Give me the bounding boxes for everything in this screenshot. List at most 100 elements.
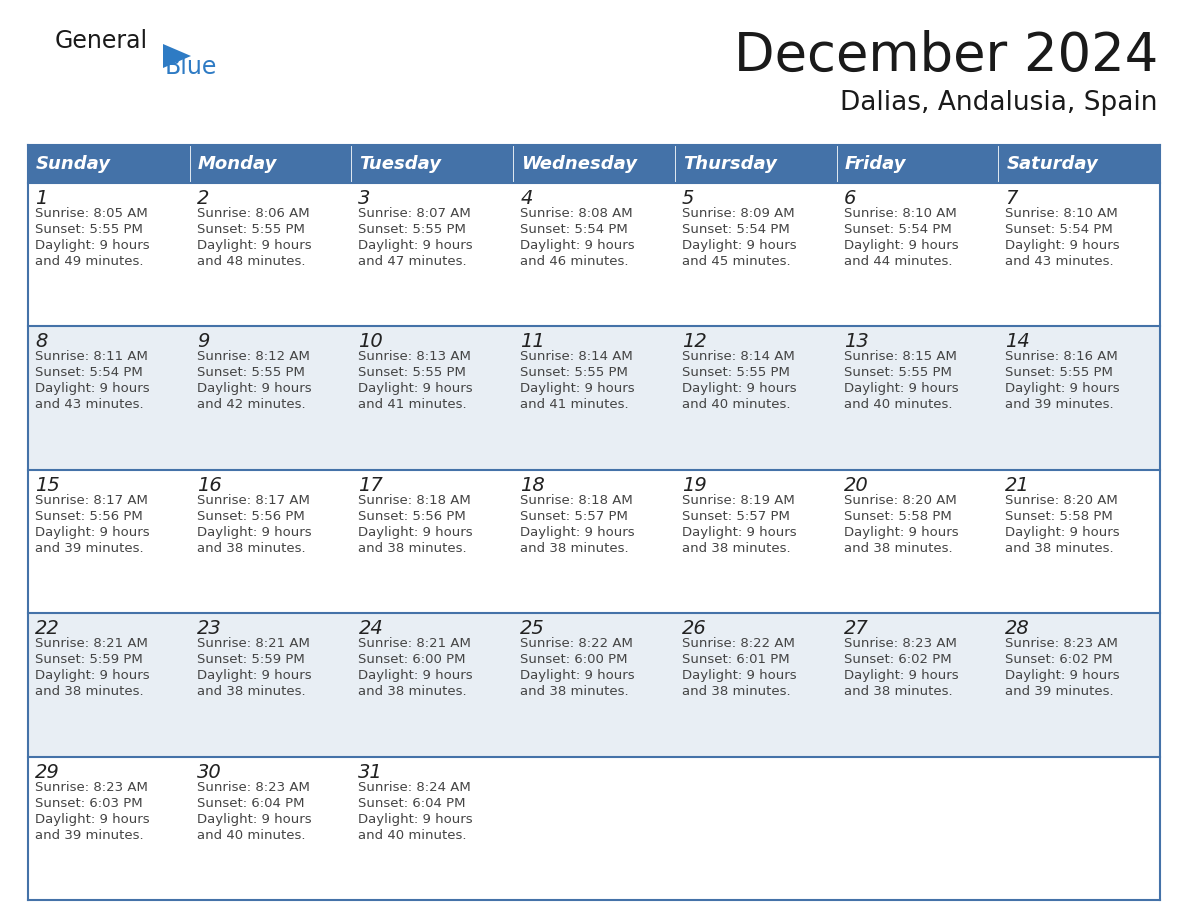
Bar — [998, 613, 1159, 756]
Text: Wednesday: Wednesday — [522, 155, 637, 173]
Bar — [352, 327, 513, 470]
Text: 24: 24 — [359, 620, 384, 638]
Text: Sunrise: 8:05 AM: Sunrise: 8:05 AM — [34, 207, 147, 220]
Text: and 38 minutes.: and 38 minutes. — [520, 685, 628, 699]
Bar — [352, 613, 513, 756]
Text: and 48 minutes.: and 48 minutes. — [197, 255, 305, 268]
Text: Sunset: 5:55 PM: Sunset: 5:55 PM — [34, 223, 143, 236]
Text: Daylight: 9 hours: Daylight: 9 hours — [359, 383, 473, 396]
Text: Sunrise: 8:08 AM: Sunrise: 8:08 AM — [520, 207, 633, 220]
Text: Daylight: 9 hours: Daylight: 9 hours — [197, 239, 311, 252]
Bar — [190, 470, 352, 613]
Text: Daylight: 9 hours: Daylight: 9 hours — [1005, 239, 1120, 252]
Text: Sunset: 6:00 PM: Sunset: 6:00 PM — [520, 654, 627, 666]
Text: Sunrise: 8:23 AM: Sunrise: 8:23 AM — [1005, 637, 1118, 650]
Text: Sunrise: 8:07 AM: Sunrise: 8:07 AM — [359, 207, 472, 220]
Text: and 40 minutes.: and 40 minutes. — [359, 829, 467, 842]
Text: Sunrise: 8:19 AM: Sunrise: 8:19 AM — [682, 494, 795, 507]
Text: Daylight: 9 hours: Daylight: 9 hours — [682, 669, 796, 682]
Text: Daylight: 9 hours: Daylight: 9 hours — [34, 669, 150, 682]
Text: Sunset: 5:58 PM: Sunset: 5:58 PM — [843, 509, 952, 522]
Text: 30: 30 — [197, 763, 221, 781]
Text: 22: 22 — [34, 620, 59, 638]
Bar — [190, 756, 352, 900]
Text: 1: 1 — [34, 189, 48, 208]
Polygon shape — [163, 44, 191, 68]
Text: 13: 13 — [843, 332, 868, 352]
Text: Sunset: 5:55 PM: Sunset: 5:55 PM — [1005, 366, 1113, 379]
Text: and 38 minutes.: and 38 minutes. — [843, 542, 953, 554]
Text: Sunrise: 8:14 AM: Sunrise: 8:14 AM — [520, 351, 633, 364]
Text: Daylight: 9 hours: Daylight: 9 hours — [843, 383, 959, 396]
Text: Daylight: 9 hours: Daylight: 9 hours — [34, 239, 150, 252]
Text: Sunset: 6:04 PM: Sunset: 6:04 PM — [359, 797, 466, 810]
Text: 18: 18 — [520, 476, 545, 495]
Text: Sunrise: 8:21 AM: Sunrise: 8:21 AM — [359, 637, 472, 650]
Bar — [29, 145, 190, 183]
Text: Sunset: 5:56 PM: Sunset: 5:56 PM — [34, 509, 143, 522]
Text: Sunset: 5:55 PM: Sunset: 5:55 PM — [682, 366, 790, 379]
Bar — [352, 470, 513, 613]
Text: Dalias, Andalusia, Spain: Dalias, Andalusia, Spain — [840, 90, 1158, 116]
Bar — [998, 756, 1159, 900]
Text: 11: 11 — [520, 332, 545, 352]
Text: and 38 minutes.: and 38 minutes. — [682, 542, 790, 554]
Text: and 43 minutes.: and 43 minutes. — [1005, 255, 1114, 268]
Text: Sunrise: 8:23 AM: Sunrise: 8:23 AM — [843, 637, 956, 650]
Text: and 44 minutes.: and 44 minutes. — [843, 255, 952, 268]
Text: Sunrise: 8:17 AM: Sunrise: 8:17 AM — [197, 494, 310, 507]
Text: Sunrise: 8:20 AM: Sunrise: 8:20 AM — [843, 494, 956, 507]
Text: 12: 12 — [682, 332, 707, 352]
Text: Sunset: 6:00 PM: Sunset: 6:00 PM — [359, 654, 466, 666]
Bar — [675, 470, 836, 613]
Text: 21: 21 — [1005, 476, 1030, 495]
Text: Daylight: 9 hours: Daylight: 9 hours — [843, 526, 959, 539]
Text: and 41 minutes.: and 41 minutes. — [359, 398, 467, 411]
Text: Sunset: 5:54 PM: Sunset: 5:54 PM — [520, 223, 628, 236]
Bar — [29, 183, 190, 327]
Text: 16: 16 — [197, 476, 221, 495]
Bar — [675, 327, 836, 470]
Text: Sunset: 5:55 PM: Sunset: 5:55 PM — [359, 366, 467, 379]
Text: Sunset: 5:54 PM: Sunset: 5:54 PM — [682, 223, 790, 236]
Text: and 38 minutes.: and 38 minutes. — [359, 685, 467, 699]
Text: Sunset: 5:57 PM: Sunset: 5:57 PM — [520, 509, 628, 522]
Text: 9: 9 — [197, 332, 209, 352]
Text: and 39 minutes.: and 39 minutes. — [34, 829, 144, 842]
Text: Sunset: 5:54 PM: Sunset: 5:54 PM — [1005, 223, 1113, 236]
Bar — [513, 327, 675, 470]
Text: 8: 8 — [34, 332, 48, 352]
Text: Sunset: 5:55 PM: Sunset: 5:55 PM — [843, 366, 952, 379]
Text: and 40 minutes.: and 40 minutes. — [682, 398, 790, 411]
Bar — [352, 145, 513, 183]
Bar — [513, 756, 675, 900]
Text: and 46 minutes.: and 46 minutes. — [520, 255, 628, 268]
Text: Sunrise: 8:21 AM: Sunrise: 8:21 AM — [197, 637, 310, 650]
Bar — [513, 470, 675, 613]
Text: 2: 2 — [197, 189, 209, 208]
Text: Daylight: 9 hours: Daylight: 9 hours — [1005, 526, 1120, 539]
Text: and 45 minutes.: and 45 minutes. — [682, 255, 790, 268]
Text: Sunset: 6:01 PM: Sunset: 6:01 PM — [682, 654, 790, 666]
Text: Sunset: 6:02 PM: Sunset: 6:02 PM — [843, 654, 952, 666]
Text: Sunset: 5:57 PM: Sunset: 5:57 PM — [682, 509, 790, 522]
Text: and 39 minutes.: and 39 minutes. — [1005, 398, 1114, 411]
Bar — [513, 145, 675, 183]
Text: Blue: Blue — [165, 55, 217, 79]
Bar — [675, 145, 836, 183]
Bar — [29, 756, 190, 900]
Bar — [29, 470, 190, 613]
Text: Daylight: 9 hours: Daylight: 9 hours — [843, 239, 959, 252]
Text: Sunset: 6:02 PM: Sunset: 6:02 PM — [1005, 654, 1113, 666]
Text: Sunset: 5:56 PM: Sunset: 5:56 PM — [197, 509, 304, 522]
Bar — [675, 613, 836, 756]
Text: and 38 minutes.: and 38 minutes. — [34, 685, 144, 699]
Text: and 38 minutes.: and 38 minutes. — [682, 685, 790, 699]
Bar — [513, 613, 675, 756]
Text: 25: 25 — [520, 620, 545, 638]
Text: Daylight: 9 hours: Daylight: 9 hours — [682, 526, 796, 539]
Text: and 49 minutes.: and 49 minutes. — [34, 255, 144, 268]
Text: Sunset: 5:56 PM: Sunset: 5:56 PM — [359, 509, 466, 522]
Text: Sunrise: 8:12 AM: Sunrise: 8:12 AM — [197, 351, 310, 364]
Text: Sunrise: 8:18 AM: Sunrise: 8:18 AM — [359, 494, 472, 507]
